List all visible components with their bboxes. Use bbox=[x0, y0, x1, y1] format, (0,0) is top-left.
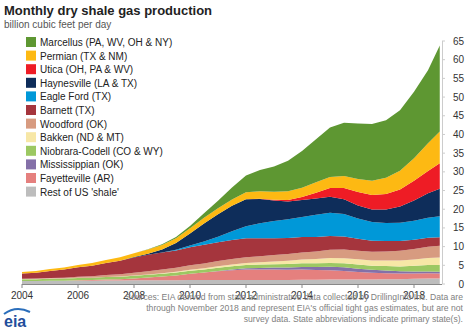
legend-label: Woodford (OK) bbox=[40, 119, 107, 130]
area bbox=[22, 45, 440, 271]
y-tick-label: 35 bbox=[453, 148, 465, 159]
legend-label: Eagle Ford (TX) bbox=[40, 91, 111, 102]
chart: Monthly dry shale gas productionbillion … bbox=[0, 0, 468, 331]
y-tick-label: 45 bbox=[453, 110, 465, 121]
legend-swatch bbox=[26, 173, 36, 183]
legend-label: Barnett (TX) bbox=[40, 105, 94, 116]
x-tick bbox=[246, 284, 247, 288]
y-tick-label: 30 bbox=[453, 166, 465, 177]
x-tick bbox=[358, 284, 359, 288]
legend-label: Niobrara-Codell (CO & WY) bbox=[40, 146, 163, 157]
y-tick bbox=[442, 59, 445, 60]
y-tick bbox=[442, 171, 445, 172]
legend-swatch bbox=[26, 132, 36, 142]
x-tick bbox=[302, 284, 303, 288]
y-tick bbox=[442, 153, 445, 154]
legend-label: Bakken (ND & MT) bbox=[40, 132, 124, 143]
y-tick-label: 25 bbox=[453, 185, 465, 196]
x-tick bbox=[78, 284, 79, 288]
legend-label: Permian (TX & NM) bbox=[40, 51, 127, 62]
y-tick bbox=[442, 41, 445, 42]
legend-swatch bbox=[26, 37, 36, 47]
legend-swatch bbox=[26, 187, 36, 197]
legend-label: Fayetteville (AR) bbox=[40, 173, 114, 184]
y-tick-label: 40 bbox=[453, 129, 465, 140]
y-tick bbox=[442, 97, 445, 98]
y-tick bbox=[442, 78, 445, 79]
y-tick bbox=[442, 246, 445, 247]
source-note: survey data. State abbreviations indicat… bbox=[244, 314, 463, 324]
source-note: Sources: EIA derived from state administ… bbox=[125, 292, 463, 302]
legend: Marcellus (PA, WV, OH & NY) Permian (TX &… bbox=[26, 37, 172, 198]
legend-swatch bbox=[26, 105, 36, 115]
y-tick-label: 50 bbox=[453, 92, 465, 103]
y-tick-label: 5 bbox=[458, 260, 464, 271]
subtitle: billion cubic feet per day bbox=[4, 19, 111, 30]
logo: eia bbox=[4, 313, 26, 330]
legend-label: Mississippian (OK) bbox=[40, 159, 123, 170]
legend-swatch bbox=[26, 51, 36, 61]
x-tick-label: 2004 bbox=[11, 290, 34, 301]
y-tick bbox=[442, 115, 445, 116]
y-tick bbox=[442, 227, 445, 228]
x-axis bbox=[22, 284, 442, 285]
y-tick-label: 10 bbox=[453, 241, 465, 252]
y-tick bbox=[442, 134, 445, 135]
x-tick bbox=[134, 284, 135, 288]
y-tick bbox=[442, 190, 445, 191]
x-tick bbox=[190, 284, 191, 288]
y-tick bbox=[442, 209, 445, 210]
legend-label: Rest of US 'shale' bbox=[40, 187, 119, 198]
source-note: through November 2018 and represent EIA'… bbox=[146, 303, 463, 313]
plot-area bbox=[22, 45, 440, 284]
legend-label: Haynesville (LA & TX) bbox=[40, 78, 137, 89]
legend-swatch bbox=[26, 159, 36, 169]
legend-swatch bbox=[26, 91, 36, 101]
y-tick bbox=[442, 284, 445, 285]
y-tick-label: 60 bbox=[453, 54, 465, 65]
y-tick-label: 15 bbox=[453, 222, 465, 233]
x-tick-label: 2006 bbox=[67, 290, 90, 301]
legend-label: Utica (OH, PA & WV) bbox=[40, 64, 133, 75]
legend-swatch bbox=[26, 78, 36, 88]
title: Monthly dry shale gas production bbox=[4, 3, 212, 18]
x-tick bbox=[414, 284, 415, 288]
area bbox=[22, 236, 440, 279]
y-tick-label: 0 bbox=[458, 279, 464, 290]
y-tick-label: 55 bbox=[453, 73, 465, 84]
y-tick bbox=[442, 265, 445, 266]
y-axis bbox=[442, 41, 443, 284]
legend-label: Marcellus (PA, WV, OH & NY) bbox=[40, 37, 172, 48]
legend-swatch bbox=[26, 119, 36, 129]
y-tick-label: 65 bbox=[453, 36, 465, 47]
legend-swatch bbox=[26, 146, 36, 156]
legend-swatch bbox=[26, 64, 36, 74]
y-tick-label: 20 bbox=[453, 204, 465, 215]
x-tick bbox=[22, 284, 23, 288]
